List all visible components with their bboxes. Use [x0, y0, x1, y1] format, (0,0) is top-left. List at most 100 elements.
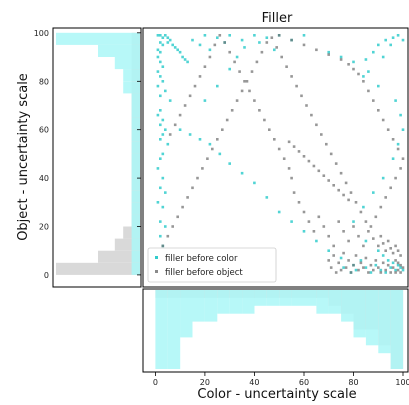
hist-bar-color	[180, 290, 193, 338]
scatter-point	[159, 60, 162, 64]
hist-bar-color	[131, 190, 140, 203]
scatter-point	[178, 113, 182, 117]
hist-bar-color	[266, 290, 280, 306]
scatter-point	[401, 266, 405, 269]
scatter-point	[394, 271, 397, 274]
x-axis-label: Color - uncertainty scale	[197, 387, 356, 402]
scatter-point	[208, 48, 212, 52]
scatter-point	[243, 46, 246, 49]
scatter-point	[381, 261, 385, 265]
scatter-point	[384, 249, 387, 252]
scatter-point	[399, 266, 402, 269]
hist-bar-color	[131, 93, 140, 106]
scatter-point	[228, 34, 231, 37]
x-tick-label: 20	[200, 378, 210, 387]
scatter-point	[218, 34, 222, 37]
scatter-point	[379, 271, 383, 274]
scatter-point	[159, 75, 162, 78]
scatter-point	[235, 99, 239, 102]
hist-bar-object	[98, 250, 140, 263]
scatter-point	[359, 261, 363, 265]
scatter-point	[347, 259, 350, 262]
scatter-point	[394, 268, 397, 272]
scatter-point	[354, 268, 358, 272]
hist-bar-color	[316, 290, 329, 314]
scatter-point	[307, 220, 311, 223]
scatter-point	[352, 67, 355, 71]
scatter-point	[401, 38, 405, 42]
scatter-point	[275, 46, 278, 49]
scatter-point	[305, 104, 308, 107]
scatter-point	[362, 80, 365, 83]
hist-bar-color	[217, 290, 230, 314]
scatter-point	[327, 50, 330, 54]
scatter-point	[394, 176, 397, 180]
scatter-point	[156, 34, 160, 37]
scatter-point	[389, 43, 392, 47]
scatter-point	[156, 55, 160, 59]
scatter-point	[277, 34, 281, 37]
scatter-point	[317, 169, 321, 173]
hist-bar-color	[98, 44, 140, 57]
scatter-point	[161, 152, 165, 156]
hist-bar-color	[291, 290, 304, 306]
hist-bar-color	[131, 250, 140, 263]
scatter-point	[362, 266, 365, 269]
scatter-point	[161, 244, 165, 248]
scatter-point	[354, 254, 358, 257]
scatter-point	[302, 155, 306, 158]
scatter-point	[327, 259, 330, 262]
scatter-point	[287, 167, 291, 170]
scatter-point	[181, 55, 184, 59]
hist-bar-color	[123, 81, 140, 94]
scatter-point	[339, 55, 343, 59]
scatter-point	[396, 34, 400, 37]
scatter-point	[273, 138, 276, 141]
scatter-point	[334, 271, 338, 274]
scatter-point	[364, 239, 368, 243]
scatter-point	[253, 34, 256, 37]
hist-bar-color	[378, 290, 391, 354]
scatter-point	[377, 249, 380, 252]
scatter-point	[213, 43, 217, 47]
scatter-point	[307, 159, 311, 163]
hist-bar-color	[131, 129, 140, 142]
scatter-point	[339, 171, 343, 175]
hist-bar-color	[390, 290, 404, 369]
hist-bar-color	[229, 290, 243, 314]
scatter-point	[270, 36, 274, 39]
scatter-point	[386, 259, 390, 262]
scatter-point	[391, 251, 395, 255]
scatter-point	[161, 176, 165, 180]
scatter-point	[384, 268, 387, 272]
scatter-point	[391, 138, 395, 141]
y-tick-label: 20	[39, 223, 49, 232]
scatter-point	[166, 41, 170, 44]
hist-bar-color	[155, 290, 168, 369]
scatter-point	[377, 43, 380, 47]
scatter-point	[206, 157, 209, 160]
scatter-point	[359, 210, 363, 214]
scatter-point	[208, 142, 212, 146]
scatter-point	[235, 55, 239, 59]
scatter-point	[377, 109, 380, 112]
scatter-point	[166, 234, 170, 238]
scatter-point	[203, 65, 207, 68]
main-scatter-plot: filler before color filler before object	[142, 27, 409, 288]
scatter-point	[156, 113, 160, 117]
scatter-point	[228, 162, 231, 165]
scatter-point	[342, 251, 345, 255]
scatter-point	[265, 196, 269, 199]
scatter-point	[255, 60, 259, 64]
scatter-point	[302, 230, 306, 233]
scatter-point	[240, 89, 244, 93]
scatter-point	[161, 80, 165, 83]
scatter-point	[381, 176, 385, 180]
scatter-point	[347, 239, 350, 243]
y-tick-label: 60	[39, 126, 49, 135]
scatter-point	[369, 225, 373, 228]
scatter-point	[310, 113, 313, 117]
hist-bar-color	[56, 32, 140, 45]
scatter-point	[315, 48, 318, 52]
